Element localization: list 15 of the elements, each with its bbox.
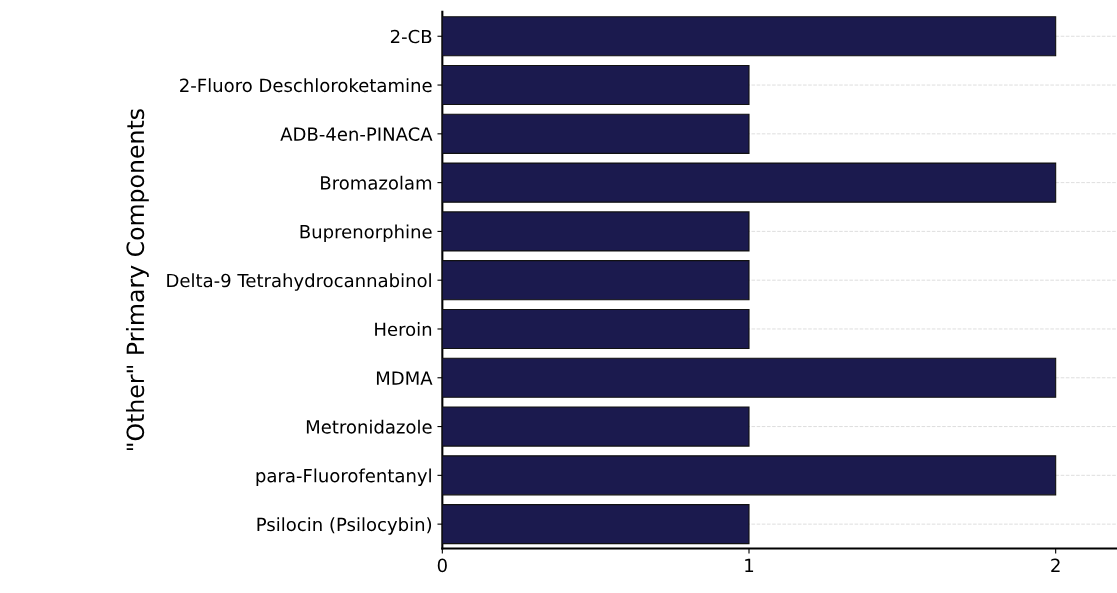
x-tick-label: 2 <box>1051 558 1060 572</box>
y-tick-label: Heroin <box>375 322 432 337</box>
y-tick-label: ADB-4en-PINACA <box>280 127 433 141</box>
y-tick-label: MDMA <box>376 371 433 385</box>
y-tick-label: Bromazolam <box>321 175 432 190</box>
y-tick-label: para-Fluorofentanyl <box>256 468 431 486</box>
y-axis-title: "Other" Primary Components <box>125 109 149 451</box>
y-tick-label: 2-CB <box>390 29 432 44</box>
y-tick-label: Metronidazole <box>306 419 432 434</box>
y-tick-label: Buprenorphine <box>300 224 432 243</box>
y-tick-label: 2-Fluoro Deschloroketamine <box>180 78 432 93</box>
x-tick-label: 1 <box>745 558 754 572</box>
y-tick-label: Delta-9 Tetrahydrocannabinol <box>167 273 431 291</box>
x-tick-label: 0 <box>437 558 447 573</box>
y-tick-label: Psilocin (Psilocybin) <box>257 517 432 535</box>
